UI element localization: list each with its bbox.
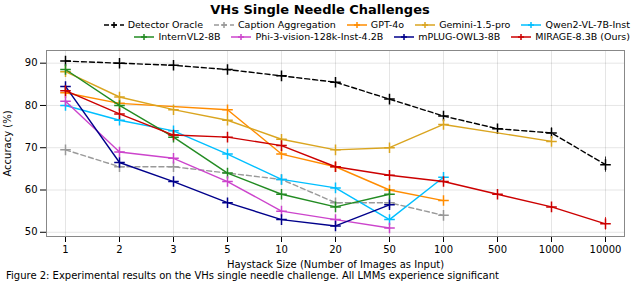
svg-text:20: 20 — [329, 244, 342, 255]
svg-text:50: 50 — [383, 244, 396, 255]
svg-text:Haystack Size (Number of Image: Haystack Size (Number of Images as Input… — [227, 259, 444, 270]
svg-text:70: 70 — [25, 142, 38, 153]
svg-text:10000: 10000 — [590, 244, 622, 255]
svg-text:Accuracy (%): Accuracy (%) — [2, 110, 13, 176]
svg-text:60: 60 — [25, 184, 38, 195]
html-text:mPLUG-OWL3-8B: mPLUG-OWL3-8B — [418, 31, 501, 42]
svg-text:90: 90 — [25, 57, 38, 68]
svg-text:80: 80 — [25, 100, 38, 111]
svg-text:1: 1 — [62, 244, 68, 255]
html-text:InternVL2-8B: InternVL2-8B — [158, 31, 221, 42]
html-text:VHs Single Needle Challenges: VHs Single Needle Challenges — [210, 2, 430, 17]
html-text:Phi-3-vision-128k-Inst-4.2B: Phi-3-vision-128k-Inst-4.2B — [255, 31, 384, 42]
html-text:Detector Oracle: Detector Oracle — [127, 19, 203, 30]
svg-text:500: 500 — [488, 244, 507, 255]
svg-text:5: 5 — [224, 244, 230, 255]
html-text:Figure 2: Experimental results: Figure 2: Experimental results on the VH… — [6, 270, 499, 281]
html-text:Caption Aggregation: Caption Aggregation — [238, 19, 336, 30]
svg-text:2: 2 — [116, 244, 122, 255]
svg-text:10: 10 — [275, 244, 288, 255]
svg-text:1000: 1000 — [539, 244, 564, 255]
html-text:MIRAGE-8.3B (Ours): MIRAGE-8.3B (Ours) — [535, 31, 630, 42]
html-text:Gemini-1.5-pro: Gemini-1.5-pro — [439, 19, 511, 30]
html-text:GPT-4o: GPT-4o — [370, 19, 405, 30]
svg-text:3: 3 — [170, 244, 176, 255]
svg-text:50: 50 — [25, 226, 38, 237]
svg-text:100: 100 — [434, 244, 453, 255]
html-text:Qwen2-VL-7B-Inst: Qwen2-VL-7B-Inst — [545, 19, 630, 30]
